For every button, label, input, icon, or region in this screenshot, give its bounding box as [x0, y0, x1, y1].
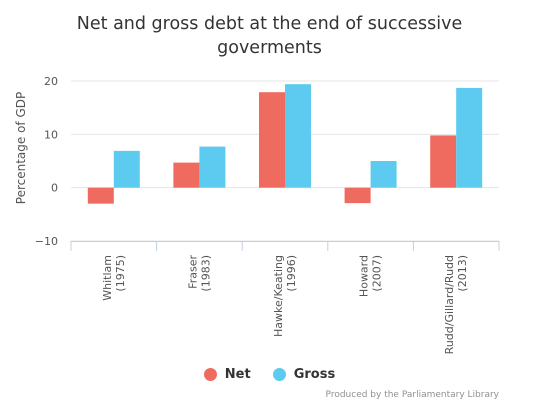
x-tick-label-line: Whitlam — [101, 255, 114, 301]
bars — [87, 84, 483, 204]
bar-gross — [456, 87, 483, 188]
legend-label-gross: Gross — [293, 367, 336, 382]
bar-gross — [199, 146, 226, 188]
credit-text[interactable]: Produced by the Parliamentary Library — [325, 390, 499, 400]
x-tick-label-line: (2007) — [371, 255, 384, 292]
x-tick-label: Hawke/Keating(1996) — [272, 255, 298, 337]
legend-label-net: Net — [224, 367, 251, 382]
x-tick-label-text: Rudd/Gillard/Rudd(2013) — [443, 255, 469, 354]
net-swatch-icon — [203, 368, 217, 381]
x-tick-label-line: Howard — [358, 255, 371, 297]
x-tick-label-line: Rudd/Gillard/Rudd — [443, 255, 456, 354]
y-tick-label: 20 — [44, 75, 58, 88]
x-tick-label-line: (2013) — [456, 255, 469, 292]
x-tick-label-line: (1983) — [199, 255, 212, 292]
legend-item-net[interactable]: Net — [203, 367, 251, 382]
x-tick-label-line: Fraser — [186, 255, 199, 289]
bar-gross — [285, 84, 311, 188]
bar-net — [430, 135, 457, 188]
x-tick-label: Rudd/Gillard/Rudd(2013) — [443, 255, 469, 354]
x-tick-label-text: Whitlam(1975) — [101, 255, 127, 301]
x-tick-label: Fraser(1983) — [186, 255, 212, 292]
bar-gross — [370, 161, 397, 188]
x-tick-label-line: (1996) — [285, 255, 298, 292]
y-tick-label: −10 — [35, 235, 58, 248]
x-tick-label-line: (1975) — [114, 255, 127, 292]
bar-gross — [113, 150, 140, 188]
y-axis-label: Percentage of GDP — [14, 92, 28, 204]
bar-net — [344, 187, 371, 204]
bar-net — [173, 162, 200, 188]
x-tick-label-text: Fraser(1983) — [186, 255, 212, 292]
x-tick-label-text: Hawke/Keating(1996) — [272, 255, 298, 337]
x-tick-label: Howard(2007) — [358, 255, 384, 297]
y-tick-label: 0 — [51, 182, 58, 195]
gross-swatch-icon — [272, 368, 286, 381]
legend-item-gross[interactable]: Gross — [272, 367, 336, 382]
axes: −10 0 10 20 Whitlam(1975) Fraser(1983) Hawke/K… — [35, 75, 500, 354]
legend: Net Gross — [0, 367, 539, 382]
bar-net — [259, 92, 285, 188]
y-tick-label: 10 — [44, 128, 58, 141]
chart-title: Net and gross debt at the end of success… — [76, 14, 463, 58]
bar-net — [87, 187, 114, 204]
x-tick-label-text: Howard(2007) — [358, 255, 384, 297]
x-tick-label-line: Hawke/Keating — [272, 255, 285, 337]
x-tick-label: Whitlam(1975) — [101, 255, 127, 301]
